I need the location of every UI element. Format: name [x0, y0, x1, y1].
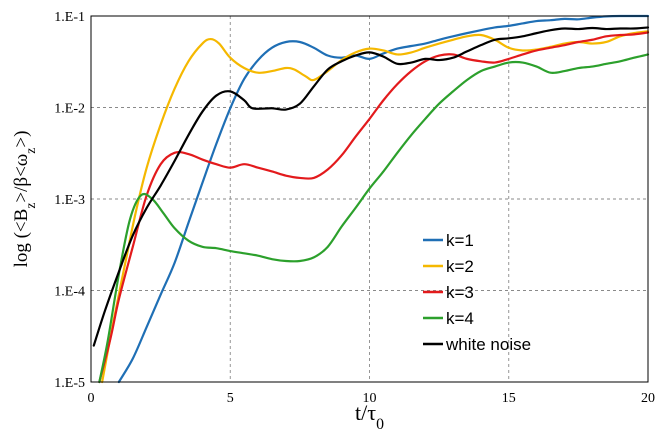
legend-label: white noise [445, 335, 531, 354]
plot-frame [90, 15, 649, 383]
legend-label: k=2 [446, 257, 474, 276]
x-tick-label: 20 [641, 391, 655, 406]
x-tick-label: 5 [227, 391, 234, 406]
y-tick-labels: 1.E-5 1.E-4 1.E-3 1.E-2 1.E-1 [54, 10, 85, 391]
grid-lines [91, 16, 648, 382]
legend: k=1 k=2 k=3 k=4 white noise [423, 231, 531, 354]
x-tick-label: 10 [363, 391, 377, 406]
y-tick-label: 1.E-3 [54, 193, 85, 208]
y-tick-label: 1.E-5 [54, 376, 85, 391]
x-tick-label: 15 [502, 391, 516, 406]
series-line-3 [98, 31, 650, 384]
x-axis-label: t/τ0 [355, 400, 384, 433]
series-line-2 [101, 30, 650, 384]
x-tick-labels: 0 5 10 15 20 [88, 391, 656, 406]
legend-label: k=1 [446, 231, 474, 250]
y-axis-label: log (<Bz>/β<ωz>) [11, 131, 38, 268]
y-tick-label: 1.E-1 [54, 10, 85, 25]
legend-label: k=3 [446, 283, 474, 302]
series-lines [92, 14, 650, 384]
y-tick-label: 1.E-4 [54, 285, 85, 300]
legend-label: k=4 [446, 309, 474, 328]
x-tick-label: 0 [88, 391, 95, 406]
y-tick-label: 1.E-2 [54, 102, 85, 117]
series-line-4 [98, 53, 650, 384]
series-line-1 [117, 14, 650, 384]
series-line-5 [92, 26, 650, 347]
